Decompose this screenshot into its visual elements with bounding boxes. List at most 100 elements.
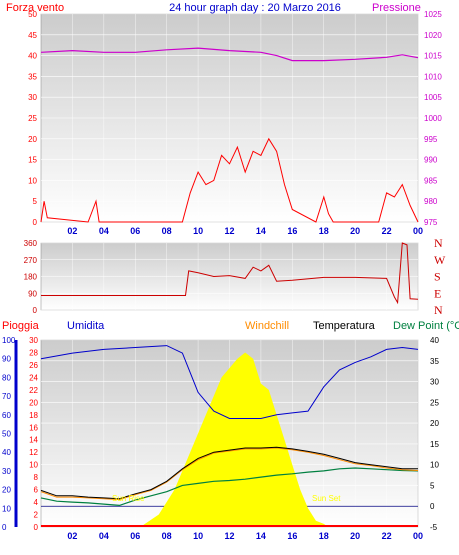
humidity-line [40, 345, 419, 419]
humidity-tick: 60 [2, 411, 11, 420]
pressure-tick: 985 [424, 176, 438, 185]
x-tick: 00 [413, 531, 423, 541]
temperature-tick: 35 [430, 357, 439, 366]
sunrise-label: Sun Rise [112, 494, 145, 503]
compass-n-label: N [434, 236, 443, 250]
humidity-tick: 70 [2, 392, 11, 401]
x-tick: 04 [99, 226, 109, 236]
x-tick: 00 [413, 226, 423, 236]
wind-tick: 25 [28, 114, 37, 123]
pressure-tick: 980 [424, 197, 438, 206]
x-tick: 16 [287, 226, 297, 236]
rain-tick: 20 [29, 398, 38, 407]
x-tick: 10 [193, 531, 203, 541]
temperature-tick: 40 [430, 336, 439, 345]
wind-direction-series [41, 242, 419, 305]
compass-e-label: E [434, 286, 441, 300]
wind-direction-line [41, 242, 419, 305]
rain-tick: 2 [34, 511, 39, 520]
wind-direction-axis: 0 90 180 270 360 [24, 239, 38, 315]
wind-tick: 50 [28, 10, 37, 19]
panel1-x-axis: 02 04 06 08 10 12 14 16 18 20 22 00 [67, 226, 423, 236]
temperature-legend: Temperatura [313, 320, 376, 332]
x-tick: 02 [67, 226, 77, 236]
x-tick: 20 [350, 531, 360, 541]
temperature-tick: 0 [430, 502, 435, 511]
wind-axis: 0 5 10 15 20 25 30 35 40 45 50 [28, 10, 37, 227]
wind-tick: 5 [33, 197, 38, 206]
pressure-tick: 1000 [424, 114, 442, 123]
humidity-tick: 50 [2, 430, 11, 439]
temperature-tick: 25 [430, 398, 439, 407]
wind-tick: 10 [28, 176, 37, 185]
x-tick: 22 [382, 531, 392, 541]
direction-tick: 90 [28, 289, 37, 298]
pressure-axis: 975 980 985 990 995 1000 1005 1010 1015 1020 1025 [424, 10, 442, 227]
rain-tick: 26 [29, 361, 38, 370]
x-tick: 16 [287, 531, 297, 541]
x-tick: 14 [256, 531, 266, 541]
wind-series-line [40, 137, 419, 223]
rain-tick: 28 [29, 348, 38, 357]
rain-tick: 30 [29, 336, 38, 345]
pressure-tick: 995 [424, 135, 438, 144]
rain-tick: 6 [34, 486, 39, 495]
compass-w-label: W [434, 253, 446, 267]
pressure-tick: 1010 [424, 72, 442, 81]
sunset-label: Sun Set [312, 494, 341, 503]
dewpoint-legend: Dew Point (°C [393, 320, 459, 332]
pressure-tick: 975 [424, 218, 438, 227]
direction-tick: 0 [33, 306, 38, 315]
solar-area [143, 352, 329, 527]
rain-tick: 18 [29, 411, 38, 420]
humidity-tick: 40 [2, 448, 11, 457]
temperature-line [40, 446, 418, 500]
pressure-axis-title: Pressione [372, 2, 421, 14]
rain-axis-title: Pioggia [2, 320, 40, 332]
x-tick: 14 [256, 226, 266, 236]
humidity-axis-title: Umidita [67, 320, 105, 332]
humidity-tick: 0 [2, 523, 7, 532]
wind-tick: 15 [28, 156, 37, 165]
windchill-line [40, 447, 419, 501]
pressure-tick: 1025 [424, 10, 442, 19]
wind-pressure-series [40, 47, 419, 223]
temp-humidity-series [40, 345, 419, 527]
wind-pressure-grid [41, 13, 419, 223]
humidity-tick: 20 [2, 486, 11, 495]
x-tick: 22 [382, 226, 392, 236]
x-tick: 20 [350, 226, 360, 236]
x-tick: 10 [193, 226, 203, 236]
pressure-tick: 1015 [424, 52, 442, 61]
x-tick: 02 [67, 531, 77, 541]
x-tick: 04 [99, 531, 109, 541]
pressure-tick: 990 [424, 156, 438, 165]
direction-tick: 180 [24, 273, 38, 282]
wind-tick: 35 [28, 72, 37, 81]
x-tick: 18 [319, 531, 329, 541]
temperature-tick: 30 [430, 378, 439, 387]
rain-tick: 22 [29, 386, 38, 395]
direction-tick: 360 [24, 239, 38, 248]
humidity-tick: 30 [2, 467, 11, 476]
temperature-tick: 5 [430, 481, 435, 490]
wind-tick: 40 [28, 52, 37, 61]
pressure-tick: 1005 [424, 93, 442, 102]
humidity-tick: 100 [2, 336, 16, 345]
chart-title: 24 hour graph day : 20 Marzo 2016 [169, 2, 341, 14]
x-tick: 06 [130, 531, 140, 541]
compass-n-label: N [434, 303, 443, 317]
x-tick: 08 [162, 226, 172, 236]
x-tick: 06 [130, 226, 140, 236]
wind-direction-grid [41, 242, 419, 311]
dewpoint-line [40, 467, 419, 507]
x-tick: 12 [224, 531, 234, 541]
rain-tick: 12 [29, 448, 38, 457]
wind-axis-title: Forza vento [6, 2, 64, 14]
temperature-axis: -5 0 5 10 15 20 25 30 35 40 [430, 336, 439, 532]
compass-s-label: S [434, 270, 441, 284]
